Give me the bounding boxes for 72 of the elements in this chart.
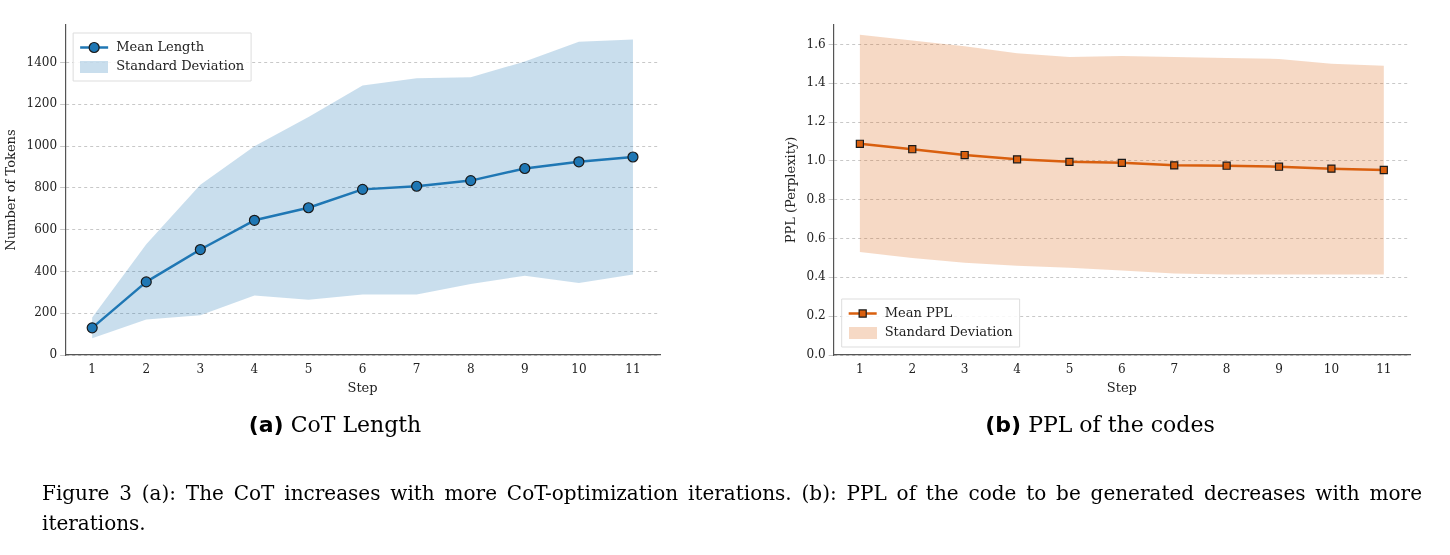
x-tick-label: 1 — [856, 362, 864, 377]
point — [411, 180, 423, 192]
x-tick-label: 6 — [358, 362, 367, 377]
y-tick-label: 400 — [34, 263, 58, 278]
y-tick-label: 1200 — [26, 96, 58, 111]
point — [248, 214, 261, 226]
y-tick-label: 0.4 — [806, 269, 827, 284]
x-axis-title: Step — [1106, 379, 1137, 395]
point — [140, 276, 152, 288]
text: (a) CoT Length — [247, 412, 423, 437]
point — [86, 322, 98, 334]
point — [573, 156, 585, 168]
y-tick-label: 0 — [49, 347, 58, 362]
x-tick-label: 2 — [908, 362, 917, 377]
y-tick-label: 200 — [34, 305, 58, 320]
y-tick-label: 0.2 — [806, 308, 826, 323]
x-axis-title: Step — [347, 379, 378, 395]
x-tick-label: 10 — [571, 362, 587, 377]
annotation: Standard Deviation — [884, 323, 1014, 339]
point — [1222, 161, 1231, 170]
point — [1274, 162, 1284, 171]
y-tick-label: 800 — [34, 180, 58, 195]
x-tick-label: 4 — [250, 362, 259, 377]
point — [1379, 165, 1388, 175]
legend-label: Mean PPL — [884, 304, 953, 320]
point — [1170, 161, 1179, 170]
legend-label: Mean Length — [116, 38, 205, 54]
point — [1327, 164, 1336, 173]
y-tick-label: 0.8 — [806, 191, 826, 206]
x-tick-label: 5 — [1065, 362, 1074, 377]
y-tick-label: 1400 — [26, 54, 58, 69]
x-tick-label: 3 — [196, 362, 205, 377]
y-axis-title: Number of Tokens — [3, 129, 19, 251]
point — [908, 145, 917, 154]
x-tick-label: 7 — [412, 362, 421, 377]
x-tick-label: 4 — [1013, 362, 1022, 377]
text: (b) PPL of the codes — [984, 412, 1216, 437]
x-tick-label: 3 — [960, 362, 969, 377]
x-tick-label: 9 — [1275, 362, 1283, 377]
x-tick-label: 8 — [1222, 362, 1231, 377]
y-tick-label: 1.6 — [806, 36, 826, 51]
x-tick-label: 10 — [1323, 362, 1340, 377]
y-axis-title: PPL (Perplexity) — [783, 136, 799, 244]
y-tick-label: 1000 — [26, 138, 58, 153]
point — [1065, 157, 1074, 166]
point — [302, 202, 315, 214]
y-tick-label: 0.6 — [806, 230, 826, 245]
annotation: Standard Deviation — [116, 57, 245, 73]
point — [1117, 158, 1126, 167]
x-tick-label: 1 — [88, 362, 96, 377]
x-tick-label: 11 — [625, 362, 641, 377]
point — [627, 151, 639, 163]
y-tick-label: 1.0 — [806, 153, 826, 168]
point — [194, 243, 206, 256]
caption: Figure 3 (a): The CoT increases with more CoT-optimization iterations. (b): PPL of the code to be generated decreases with more iterations. — [42, 480, 1422, 537]
x-tick-label: 6 — [1118, 362, 1126, 377]
y-tick-label: 1.4 — [806, 75, 827, 90]
point — [519, 162, 531, 175]
point — [465, 175, 477, 187]
point — [960, 150, 969, 160]
x-tick-label: 7 — [1170, 362, 1179, 377]
point — [356, 183, 369, 195]
x-tick-label: 5 — [304, 362, 313, 377]
x-tick-label: 11 — [1376, 362, 1392, 377]
x-tick-label: 8 — [466, 362, 475, 377]
point — [1012, 155, 1022, 164]
y-tick-label: 0.0 — [806, 347, 826, 362]
y-tick-label: 1.2 — [806, 114, 826, 129]
point — [855, 139, 865, 148]
x-tick-label: 9 — [520, 362, 529, 377]
y-tick-label: 600 — [34, 221, 58, 236]
x-tick-label: 2 — [142, 362, 151, 377]
